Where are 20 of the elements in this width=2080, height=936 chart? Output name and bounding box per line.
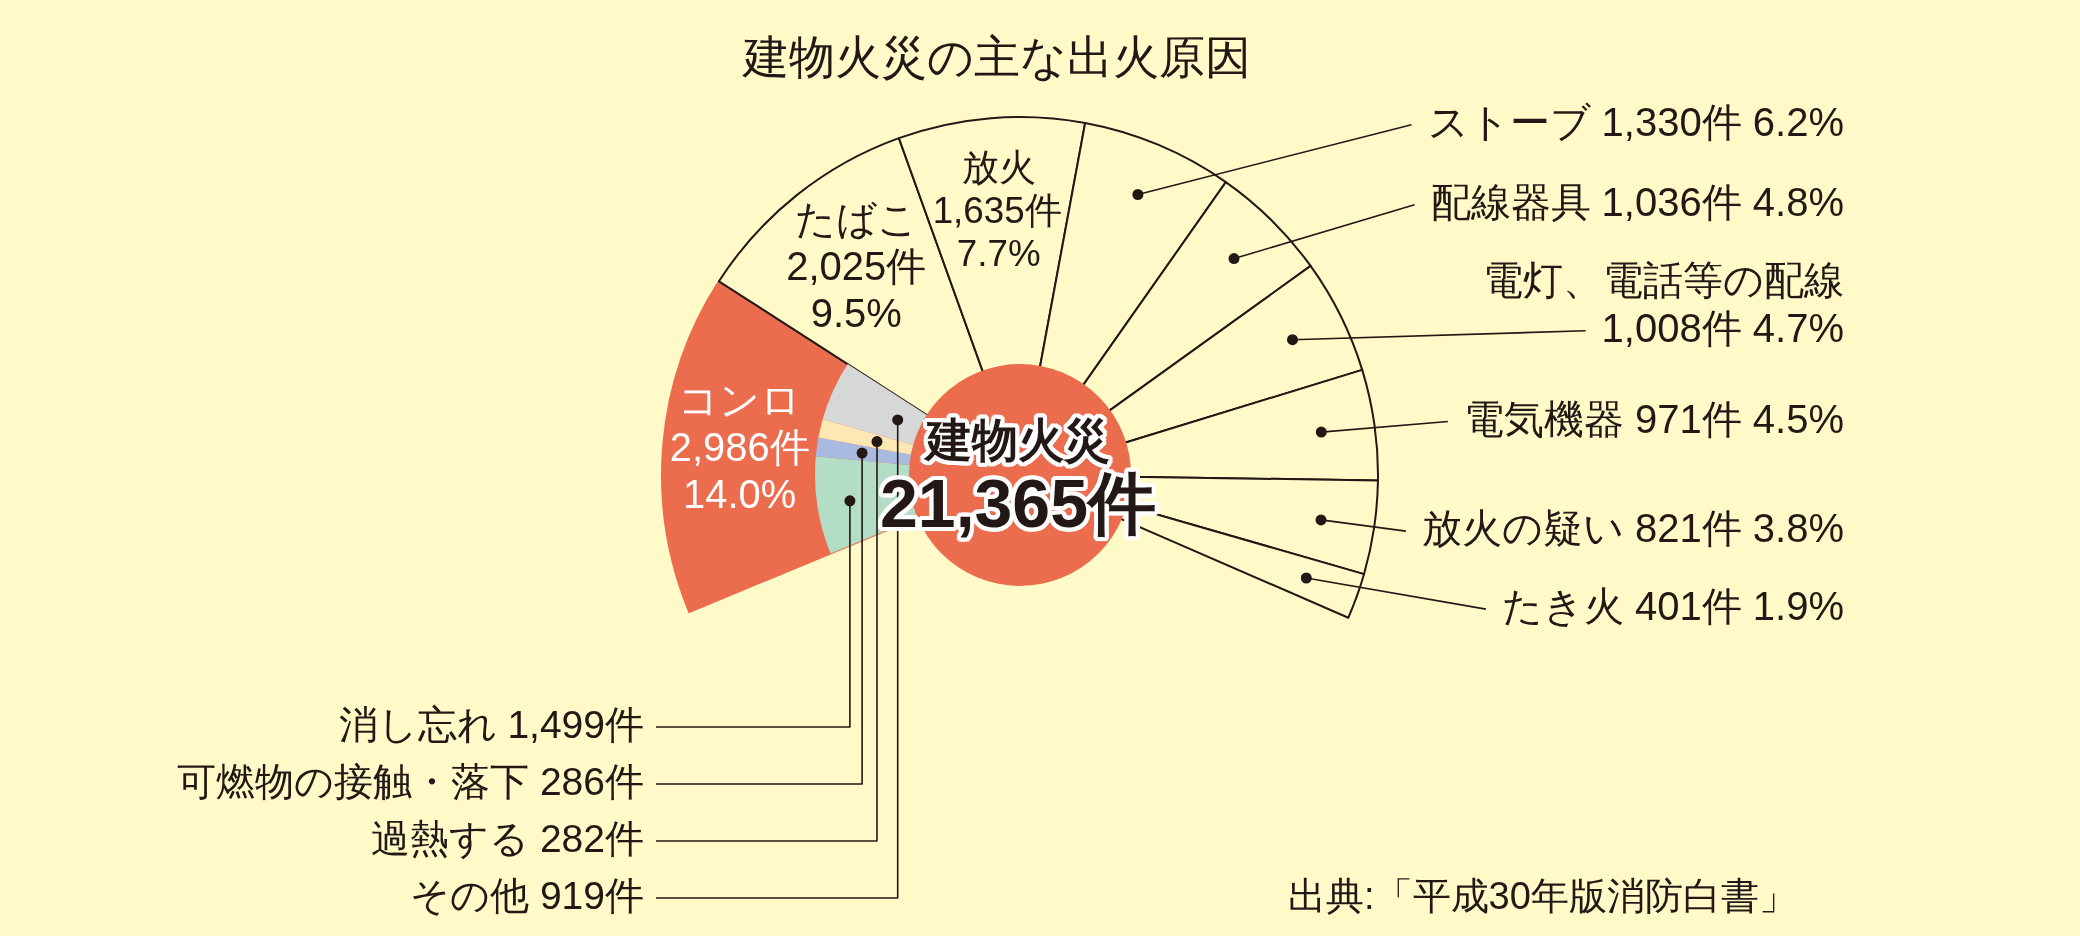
slice-label: 配線器具 1,036件 4.8%	[1430, 179, 1844, 224]
slice-label: 放火	[961, 146, 1036, 188]
slice-label: コンロ	[678, 377, 802, 422]
slice-label: たばこ	[794, 197, 918, 242]
slice-label: ストーブ 1,330件 6.2%	[1427, 99, 1844, 144]
text: 建物火災	[926, 414, 1110, 466]
slice-label: 過熱する 282件	[371, 816, 644, 860]
slice-label: 消し忘れ 1,499件	[338, 702, 644, 746]
data-label: 2,986件 14.0%	[669, 424, 810, 516]
data-label: 1,008件 4.7%	[1601, 305, 1844, 350]
chart-title: 建物火災の主な出火原因	[741, 31, 1252, 83]
slice-label: 可燃物の接触・落下 286件	[177, 759, 644, 803]
slice-label: 電灯、電話等の配線	[1483, 257, 1844, 302]
slice-label: 電気機器 971件 4.5%	[1463, 396, 1844, 441]
data-label: 2,025件 9.5%	[786, 244, 927, 336]
source-note: 出典:「平成30年版消防白書」	[1288, 875, 1797, 917]
slice-label: たき火 401件 1.9%	[1501, 584, 1844, 629]
slice-label: その他 919件	[410, 873, 644, 917]
slice-label: 放火の疑い 821件 3.8%	[1421, 506, 1844, 551]
data-label: 1,635件 7.7%	[932, 190, 1062, 275]
